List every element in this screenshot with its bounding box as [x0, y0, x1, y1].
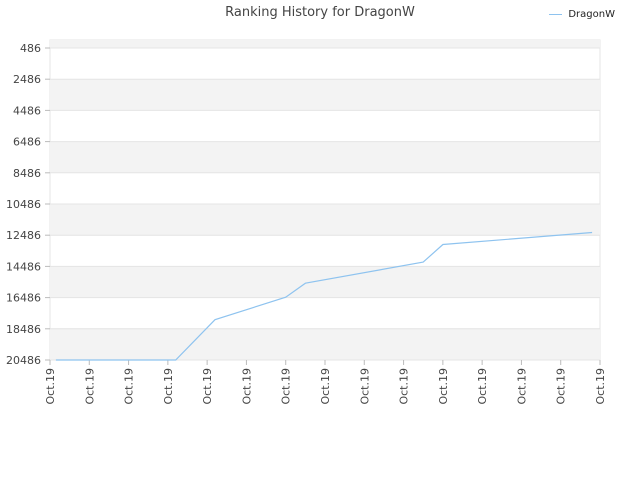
legend-label: DragonW [568, 9, 615, 20]
legend-swatch [549, 14, 563, 15]
band [50, 204, 600, 236]
x-tick-label: Oct.19 [319, 368, 332, 405]
band [50, 266, 600, 298]
y-tick-label: 16486 [6, 292, 41, 305]
y-tick-label: 8486 [13, 167, 41, 180]
y-tick-label: 12486 [6, 229, 41, 242]
x-tick-label: Oct.19 [44, 368, 57, 405]
y-tick-label: 20486 [6, 354, 41, 367]
legend[interactable]: DragonW [549, 9, 615, 20]
series-line-DragonW [55, 231, 593, 361]
y-tick-label: 18486 [6, 323, 41, 336]
y-tick-label: 10486 [6, 198, 41, 211]
y-tick-label: 14486 [6, 260, 41, 273]
background-bands [49, 39, 601, 361]
y-tick-label: 6486 [13, 136, 41, 149]
x-tick-label: Oct.19 [515, 368, 528, 405]
band [50, 40, 600, 48]
series-layer [55, 231, 593, 361]
x-axis: Oct.19 Oct.19 Oct.19 Oct.19 Oct.19 Oct.19 Oct.… [44, 360, 607, 405]
x-tick-label: Oct.19 [555, 368, 568, 405]
x-tick-label: Oct.19 [162, 368, 175, 405]
gridlines [50, 47, 600, 361]
band [50, 141, 600, 173]
x-tick-label: Oct.19 [240, 368, 253, 405]
y-tick-label: 486 [20, 42, 41, 55]
band [50, 328, 600, 360]
x-tick-label: Oct.19 [437, 368, 450, 405]
x-tick-label: Oct.19 [594, 368, 607, 405]
x-tick-label: Oct.19 [83, 368, 96, 405]
y-tick-label: 4486 [13, 104, 41, 117]
x-tick-label: Oct.19 [398, 368, 411, 405]
y-axis: 486 2486 4486 6486 8486 10486 12486 14486 16486 1… [6, 42, 50, 367]
band [50, 79, 600, 111]
x-tick-label: Oct.19 [280, 368, 293, 405]
x-tick-label: Oct.19 [123, 368, 136, 405]
x-tick-label: Oct.19 [476, 368, 489, 405]
x-tick-label: Oct.19 [201, 368, 214, 405]
x-tick-label: Oct.19 [358, 368, 371, 405]
chart-title: Ranking History for DragonW [225, 5, 415, 20]
y-tick-label: 2486 [13, 73, 41, 86]
